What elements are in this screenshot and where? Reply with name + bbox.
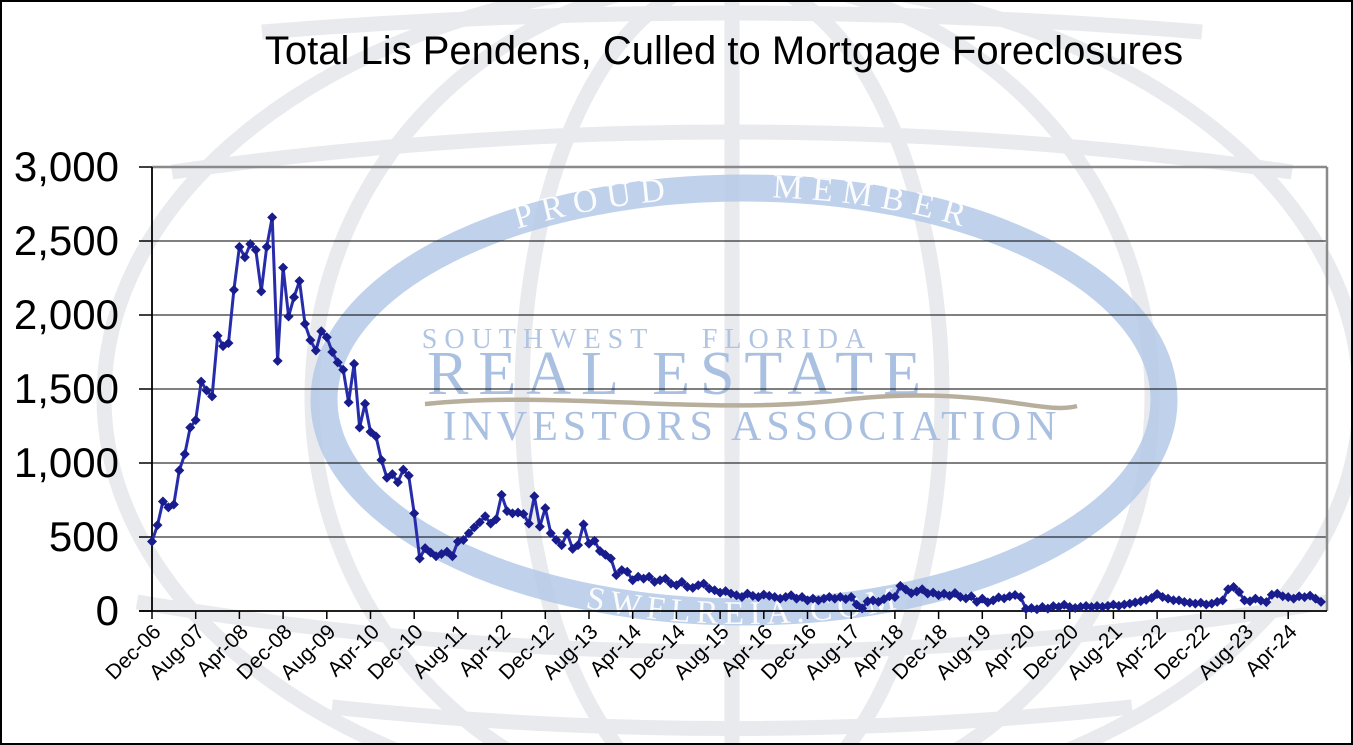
y-tick-label: 2,000 [14, 291, 119, 338]
x-axis-ticks [151, 611, 1289, 619]
y-tick-label: 0 [96, 587, 119, 634]
watermark-realestate-text: REAL ESTATE [427, 340, 931, 408]
watermark-ring [310, 174, 1178, 626]
y-tick-label: 1,000 [14, 439, 119, 486]
y-tick-label: 2,500 [14, 217, 119, 264]
watermark-region-text: SOUTHWEST FLORIDA [422, 324, 872, 355]
y-tick-label: 500 [49, 513, 119, 560]
chart-title: Total Lis Pendens, Culled to Mortgage Fo… [265, 29, 1183, 73]
y-tick-label: 1,500 [14, 365, 119, 412]
data-series [147, 212, 1326, 615]
plot-borders [139, 165, 1329, 612]
watermark-wave-line [424, 393, 1078, 411]
y-axis-labels: 0 500 1,000 1,500 2,000 2,500 3,000 [14, 143, 119, 634]
watermark-association-text: INVESTORS ASSOCIATION [443, 404, 1062, 450]
y-axis-ticks [139, 166, 152, 612]
y-tick-label: 3,000 [14, 143, 119, 190]
